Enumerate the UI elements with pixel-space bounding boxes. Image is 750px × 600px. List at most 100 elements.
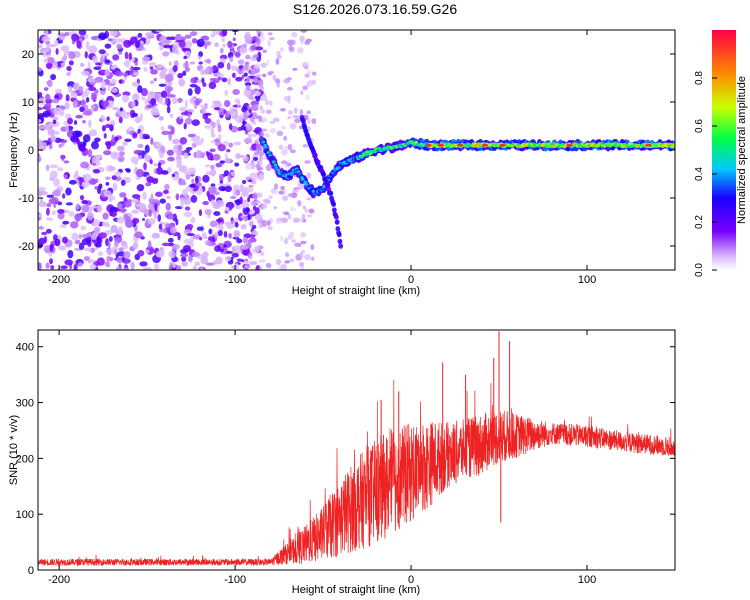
noise-blob: [54, 94, 60, 100]
noise-blob: [182, 188, 189, 197]
noise-blob: [252, 205, 257, 211]
carrier-peak: [566, 143, 573, 147]
noise-blob: [288, 110, 293, 115]
noise-blob: [191, 38, 198, 44]
noise-blob: [62, 193, 66, 199]
noise-blob: [142, 217, 146, 222]
noise-blob: [142, 191, 147, 200]
noise-blob: [297, 200, 302, 207]
branch-blob: [338, 243, 344, 249]
noise-blob: [38, 113, 47, 118]
noise-blob: [280, 185, 285, 191]
noise-blob: [87, 75, 94, 79]
noise-blob: [57, 167, 64, 172]
noise-blob: [248, 255, 253, 260]
noise-blob: [66, 65, 72, 72]
noise-blob: [105, 181, 110, 186]
carrier-peak: [425, 143, 432, 147]
noise-blob: [254, 151, 258, 156]
noise-blob: [123, 60, 131, 68]
noise-blob: [247, 196, 251, 203]
noise-blob: [76, 40, 82, 49]
noise-blob: [102, 222, 106, 226]
noise-blob: [75, 170, 79, 177]
colorbar-ticks: 0.0 0.2 0.4 0.6 0.8: [694, 71, 717, 277]
noise-blob: [38, 67, 43, 72]
noise-blob: [300, 232, 307, 238]
noise-blob: [243, 64, 250, 72]
noise-blob: [212, 100, 221, 105]
noise-blob: [164, 183, 170, 191]
noise-blob: [68, 179, 77, 185]
noise-blob: [214, 245, 222, 253]
noise-blob: [119, 107, 124, 112]
noise-blob: [109, 30, 118, 37]
noise-blob: [112, 54, 120, 61]
noise-blob: [44, 30, 49, 37]
noise-blob: [122, 243, 129, 250]
noise-blob: [155, 250, 165, 258]
noise-blob: [155, 94, 160, 102]
branch-blob: [328, 190, 334, 196]
noise-blob: [254, 46, 264, 51]
carrier-peak: [481, 143, 488, 147]
noise-blob: [264, 133, 270, 138]
noise-blob: [39, 47, 48, 55]
noise-blob: [272, 74, 277, 81]
noise-blob: [306, 172, 312, 179]
noise-blob: [166, 167, 172, 173]
noise-blob: [302, 205, 306, 210]
noise-blob: [176, 159, 183, 167]
noise-blob: [219, 222, 224, 230]
noise-blob: [162, 51, 170, 57]
noise-blob: [212, 79, 220, 83]
noise-blob: [172, 243, 180, 250]
y-tick-label: 400: [16, 342, 34, 354]
noise-blob: [144, 135, 151, 140]
noise-blob: [287, 86, 293, 91]
noise-blob: [140, 96, 146, 101]
carrier-core: [276, 168, 280, 172]
noise-blob: [181, 261, 189, 267]
carrier-core: [579, 144, 583, 149]
noise-blob: [58, 245, 67, 251]
noise-blob: [61, 62, 65, 68]
noise-blob: [64, 102, 70, 110]
noise-blob: [215, 256, 223, 265]
noise-blob: [49, 164, 59, 169]
noise-blob: [130, 65, 134, 74]
noise-blob: [201, 232, 207, 239]
noise-blob: [38, 44, 43, 49]
noise-blob: [101, 100, 110, 108]
noise-blob: [302, 85, 308, 91]
y-tick-label: 20: [22, 49, 34, 61]
noise-blob: [287, 116, 292, 120]
noise-blob: [202, 113, 209, 120]
noise-blob: [131, 217, 140, 225]
noise-blob: [150, 137, 154, 145]
noise-blob: [131, 81, 139, 87]
noise-blob: [294, 118, 301, 124]
noise-blob: [47, 44, 56, 48]
noise-blob: [61, 139, 68, 144]
noise-blob: [79, 177, 83, 186]
noise-blob: [177, 72, 184, 79]
noise-blob: [73, 264, 78, 270]
noise-blob: [171, 97, 178, 105]
noise-blob: [228, 232, 232, 239]
noise-blob: [260, 85, 264, 92]
noise-blob: [259, 173, 264, 179]
noise-blob: [159, 70, 167, 79]
noise-blob: [111, 175, 117, 181]
noise-blob: [80, 99, 86, 108]
noise-blob: [165, 36, 172, 41]
noise-blob: [166, 195, 171, 200]
noise-blob: [47, 128, 55, 136]
noise-blob: [224, 206, 230, 211]
noise-blob: [267, 32, 273, 36]
noise-blob: [200, 107, 207, 115]
noise-blob: [232, 72, 236, 79]
noise-blob: [129, 36, 138, 45]
noise-blob: [110, 151, 120, 160]
noise-blob: [250, 200, 258, 207]
